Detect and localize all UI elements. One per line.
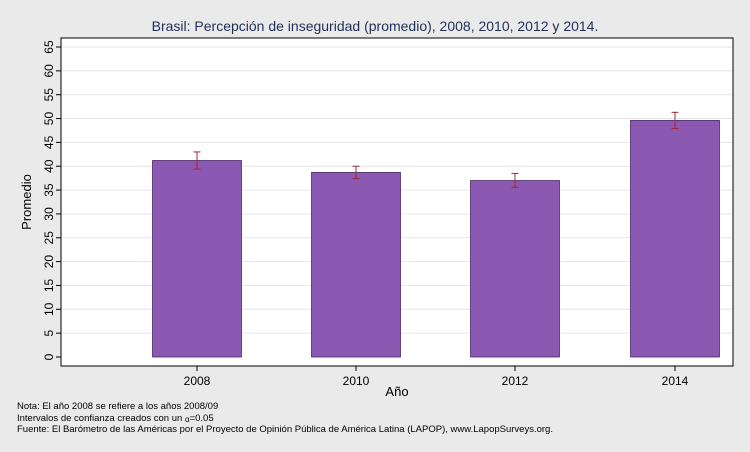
y-tick-label: 40 xyxy=(42,159,56,173)
alpha-symbol: α xyxy=(184,414,190,424)
x-tick-label: 2010 xyxy=(343,374,370,388)
y-tick-label: 35 xyxy=(42,183,56,197)
x-tick-label: 2014 xyxy=(662,374,689,388)
chart-title: Brasil: Percepción de inseguridad (prome… xyxy=(152,18,599,34)
x-axis-ticks: 2008 2010 2012 2014 xyxy=(184,366,689,388)
x-axis-label: Año xyxy=(385,384,408,399)
y-tick-label: 10 xyxy=(42,302,56,316)
chart: Brasil: Percepción de inseguridad (prome… xyxy=(19,18,734,399)
y-tick-label: 60 xyxy=(42,64,56,78)
x-tick-label: 2008 xyxy=(184,374,211,388)
bar xyxy=(630,120,720,358)
y-tick-label: 30 xyxy=(42,207,56,221)
y-axis-label: Promedio xyxy=(19,174,34,230)
chart-notes: Nota: El año 2008 se refiere a los años … xyxy=(17,401,553,436)
error-bars xyxy=(193,111,679,188)
note-line-1: Nota: El año 2008 se refiere a los años … xyxy=(17,401,219,412)
note-line-3: Fuente: El Barómetro de las Américas por… xyxy=(17,424,553,435)
bar xyxy=(152,160,242,358)
y-tick-label: 65 xyxy=(42,40,56,54)
x-tick-label: 2012 xyxy=(502,374,529,388)
y-tick-label: 45 xyxy=(42,135,56,149)
y-tick-label: 5 xyxy=(42,329,56,336)
bars xyxy=(152,120,720,358)
bar xyxy=(470,180,560,358)
note-line-2-prefix: Intervalos de confianza creados con un xyxy=(17,412,185,424)
y-tick-label: 25 xyxy=(42,231,56,245)
y-tick-label: 55 xyxy=(42,88,56,102)
note-line-2-suffix: =0.05 xyxy=(189,412,214,424)
bar xyxy=(311,172,401,358)
y-tick-label: 20 xyxy=(42,255,56,269)
y-tick-label: 15 xyxy=(42,278,56,292)
y-axis-ticks: 0 5 10 15 20 25 30 35 40 45 50 55 60 65 xyxy=(42,40,61,360)
note-line-2: Intervalos de confianza creados con un α… xyxy=(17,413,553,425)
y-tick-label: 50 xyxy=(42,112,56,126)
y-tick-label: 0 xyxy=(42,353,56,360)
